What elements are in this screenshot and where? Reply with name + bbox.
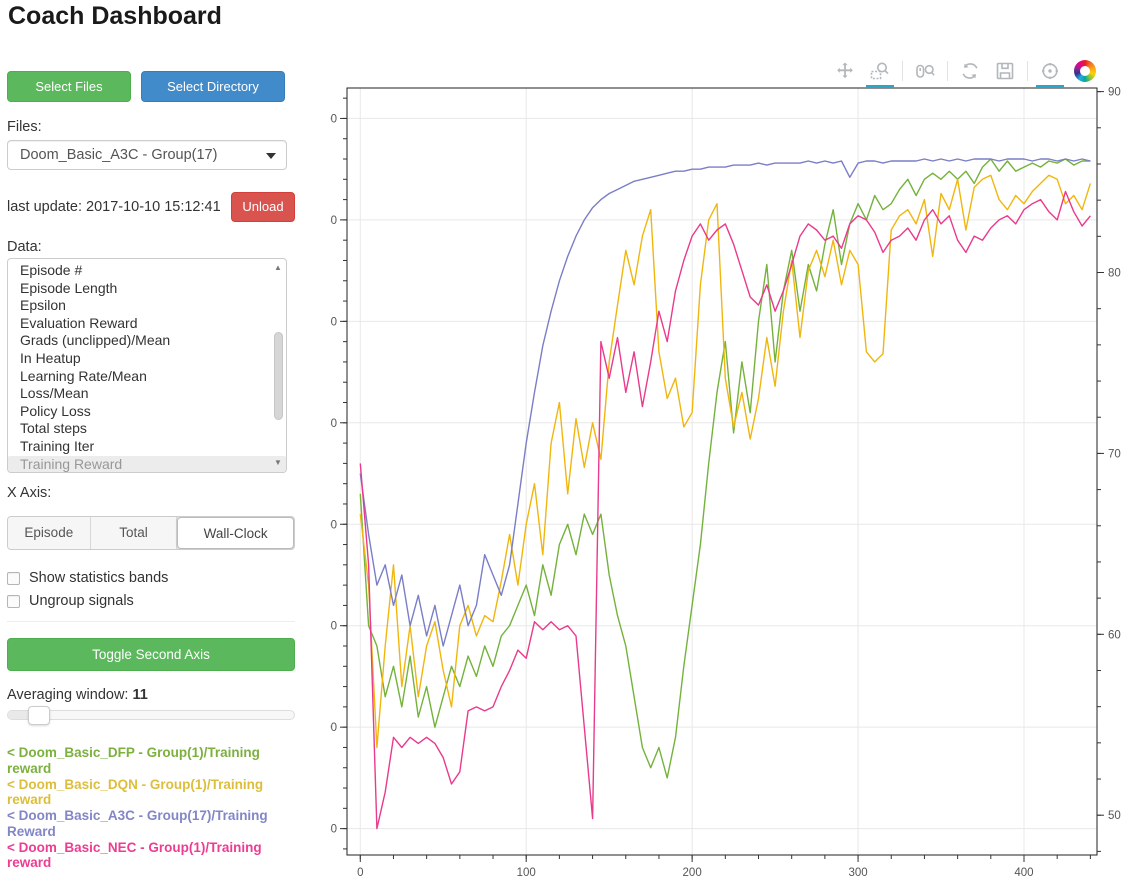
y-right-tick-label: 70 xyxy=(1108,448,1121,460)
files-label: Files: xyxy=(7,119,42,135)
x-tick-label: 400 xyxy=(1014,867,1033,879)
scroll-up-icon[interactable]: ▲ xyxy=(274,263,282,272)
listbox-scrollbar[interactable]: ▲ ▼ xyxy=(271,260,285,471)
y-left-tick-label: 0 xyxy=(331,316,337,328)
data-list-item[interactable]: Evaluation Reward xyxy=(20,314,138,331)
data-list-item[interactable]: Epsilon xyxy=(20,297,66,314)
bokeh-toolbar xyxy=(832,57,1098,88)
y-left-tick-label: -50 xyxy=(330,418,337,430)
data-label: Data: xyxy=(7,239,42,255)
y-left-tick-label: -200 xyxy=(330,722,337,734)
legend-item[interactable]: < Doom_Basic_DFP - Group(1)/Training rew… xyxy=(7,745,260,776)
chart-legend: < Doom_Basic_DFP - Group(1)/Training rew… xyxy=(7,745,295,871)
unload-button[interactable]: Unload xyxy=(231,192,295,222)
series-a3c xyxy=(359,158,1091,647)
x-axis-button-group: Episode #Total stepsWall-Clock Time xyxy=(7,516,295,550)
series-dqn xyxy=(359,174,1092,749)
x-axis-label: X Axis: xyxy=(7,485,52,501)
data-list-item[interactable]: Total steps xyxy=(20,420,87,437)
y-right-tick-label: 80 xyxy=(1108,268,1121,280)
data-listbox[interactable]: Episode # Episode Length Epsilon Evaluation… xyxy=(7,258,287,473)
select-files-button[interactable]: Select Files xyxy=(7,71,131,102)
series-nec xyxy=(359,190,1091,830)
files-select[interactable]: Doom_Basic_A3C - Group(17) xyxy=(7,140,287,170)
x-tick-label: 0 xyxy=(357,867,363,879)
bokeh-logo-icon[interactable] xyxy=(1072,57,1098,85)
toolbar-separator xyxy=(947,61,948,81)
reset-tool-icon[interactable] xyxy=(957,57,983,85)
data-list-item[interactable]: Learning Rate/Mean xyxy=(20,367,147,384)
data-list-item[interactable]: Loss/Mean xyxy=(20,385,89,402)
divider xyxy=(7,621,295,622)
scroll-down-icon[interactable]: ▼ xyxy=(274,458,282,467)
page-title: Coach Dashboard xyxy=(8,2,222,30)
legend-item[interactable]: < Doom_Basic_DQN - Group(1)/Training rew… xyxy=(7,776,264,808)
data-list-item[interactable]: Grads (unclipped)/Mean xyxy=(20,332,171,349)
data-list-item[interactable]: Policy Loss xyxy=(20,402,91,419)
x-axis-option-button[interactable]: Episode # xyxy=(8,517,91,549)
y-left-tick-label: -150 xyxy=(330,621,337,633)
toggle-second-axis-button[interactable]: Toggle Second Axis xyxy=(7,638,295,671)
sidebar: Select Files Select Directory Files: Doo… xyxy=(7,71,295,871)
hover-tool-icon[interactable] xyxy=(1036,57,1064,88)
averaging-window-value: 11 xyxy=(132,687,148,703)
legend-item[interactable]: < Doom_Basic_NEC - Group(1)/Training rew… xyxy=(7,839,262,871)
legend-item[interactable]: < Doom_Basic_A3C - Group(17)/Training Re… xyxy=(7,808,268,839)
data-list-item[interactable]: Episode Length xyxy=(20,279,118,296)
data-list-item[interactable]: Training Reward xyxy=(8,455,286,472)
slider-fill xyxy=(8,711,38,719)
toolbar-separator xyxy=(1027,61,1028,81)
x-tick-label: 100 xyxy=(517,867,536,879)
data-list-item[interactable]: Episode # xyxy=(20,262,83,278)
checkbox-label: Ungroup signals xyxy=(29,593,134,609)
y-left-tick-label: -250 xyxy=(330,824,337,836)
x-axis-option-button[interactable]: Wall-Clock Time xyxy=(177,517,294,549)
x-tick-label: 200 xyxy=(683,867,702,879)
wheel-zoom-tool-icon[interactable] xyxy=(912,57,938,85)
averaging-window-slider[interactable] xyxy=(7,706,295,725)
box-zoom-tool-icon[interactable] xyxy=(866,57,894,88)
averaging-window-label: Averaging window: xyxy=(7,687,129,703)
y-right-tick-label: 90 xyxy=(1108,87,1121,99)
data-list-item[interactable]: Training Iter xyxy=(20,437,95,454)
data-list-item[interactable]: In Heatup xyxy=(20,349,81,366)
checkbox[interactable] xyxy=(7,571,20,585)
series-dfp xyxy=(359,158,1091,779)
y-right-tick-label: 50 xyxy=(1108,810,1121,822)
last-update-text: last update: 2017-10-10 15:12:41 xyxy=(7,199,221,215)
pan-tool-icon[interactable] xyxy=(832,57,858,85)
reward-chart[interactable]: 0 100 200 300 400 -250 -200 -150 -100 -50 0 50 100 50… xyxy=(330,55,1142,881)
files-selected-value: Doom_Basic_A3C - Group(17) xyxy=(20,147,218,163)
scroll-thumb[interactable] xyxy=(274,331,283,421)
y-left-tick-label: 50 xyxy=(330,215,337,227)
slider-handle[interactable] xyxy=(28,706,50,725)
chart-region: 0 100 200 300 400 -250 -200 -150 -100 -50 0 50 100 50… xyxy=(330,55,1142,881)
select-caret-icon xyxy=(266,153,276,159)
y-left-tick-label: -100 xyxy=(330,519,337,531)
toolbar-separator xyxy=(902,61,903,81)
x-axis-option-button[interactable]: Total steps xyxy=(90,517,178,549)
y-right-tick-label: 60 xyxy=(1108,629,1121,641)
y-left-tick-label: 100 xyxy=(330,113,337,125)
save-tool-icon[interactable] xyxy=(992,57,1018,85)
checkbox-label: Show statistics bands xyxy=(29,570,169,586)
x-tick-label: 300 xyxy=(848,867,867,879)
select-directory-button[interactable]: Select Directory xyxy=(141,71,285,102)
checkbox[interactable] xyxy=(7,594,20,608)
